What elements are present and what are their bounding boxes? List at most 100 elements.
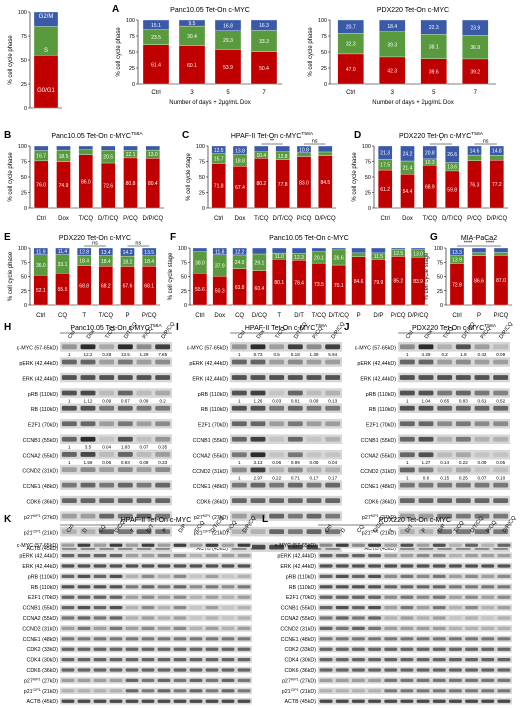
blot-band: [77, 678, 91, 683]
blot-row-label: CCNB1 (55kD): [361, 438, 397, 444]
blot-band: [497, 574, 511, 579]
data-label: 71.8: [214, 184, 224, 190]
blot-strip: [318, 604, 512, 611]
blot-band: [155, 359, 171, 365]
blot-band: [325, 482, 341, 488]
quant-value: 0.35: [158, 445, 167, 450]
bar-segment-g2m: [142, 247, 157, 256]
lane-label: D: [82, 527, 89, 534]
blot-band: [368, 543, 382, 547]
blot-band: [61, 699, 75, 703]
blot-band: [368, 574, 382, 579]
blot-band: [269, 421, 285, 427]
blot-row-label: p21CIP1 (21kD): [362, 530, 396, 537]
blot-band: [157, 606, 171, 610]
blot-band: [117, 498, 133, 504]
y-axis-label: % cell cycle phase: [308, 27, 314, 77]
blot-band: [306, 498, 322, 504]
blot-band: [141, 616, 155, 620]
data-label: 67.6: [123, 284, 133, 290]
blot-band: [455, 344, 471, 350]
data-label: 23.9: [470, 26, 480, 32]
y-tick-label: 100: [18, 10, 27, 16]
blot-row-label: CCNB1 (55kD): [193, 438, 229, 444]
blot-band: [173, 543, 187, 547]
blot-band: [189, 689, 203, 693]
data-label: 18.4: [387, 24, 397, 30]
data-label: 77.2: [492, 182, 502, 188]
blot-row-label: pERK (42,44kD): [357, 361, 396, 367]
y-tick-label: 0: [132, 82, 135, 88]
blot-band: [231, 344, 247, 350]
blot-band: [141, 647, 155, 651]
blot-band: [231, 482, 247, 488]
blot-band: [497, 554, 511, 558]
blot-band: [493, 452, 509, 458]
blot-strip: [60, 635, 252, 643]
blot-band: [455, 359, 471, 365]
blot-band: [287, 405, 303, 411]
data-label: 61.2: [380, 187, 390, 193]
blot-row-label: CCND2 (31kD): [192, 469, 228, 475]
blot-band: [474, 482, 490, 488]
bar-segment-g0g1: [33, 55, 59, 109]
stacked-bar-chart-D: D PDX220 Tet-On c-MYCT58A 100 75 50 25 0 % cell…: [352, 130, 508, 222]
data-label: 87.0: [496, 278, 506, 284]
blot-band: [437, 405, 453, 411]
blot-band: [416, 585, 430, 589]
data-label: 61.4: [151, 62, 161, 68]
blot-band: [416, 668, 430, 672]
blot-strip: [318, 542, 512, 549]
x-tick-label: 5: [226, 90, 230, 96]
data-label: 76.3: [470, 182, 480, 188]
x-tick-label: P: [477, 313, 481, 319]
blot-band: [125, 678, 139, 683]
blot-band: [99, 421, 115, 427]
blot-band: [474, 375, 490, 380]
blot-band: [173, 616, 187, 620]
blot-band: [481, 543, 495, 547]
y-tick-label: 25: [437, 289, 443, 295]
y-tick-label: 75: [129, 34, 135, 40]
lane-label: Ctrl: [324, 524, 334, 534]
blot-band: [136, 390, 152, 396]
quant-value: 0.09: [478, 460, 487, 465]
blot-strip: [60, 646, 252, 653]
blot-band: [497, 689, 511, 693]
blot-band: [269, 544, 285, 550]
blot-band: [306, 513, 322, 519]
blot-band: [437, 344, 453, 350]
y-tick-label: 75: [365, 160, 371, 166]
blot-band: [448, 574, 462, 579]
blot-band: [448, 585, 462, 589]
y-tick-label: 100: [18, 246, 27, 252]
blot-band: [448, 606, 462, 610]
blot-band: [136, 359, 152, 365]
blot-strip: [230, 372, 342, 383]
blot-band: [250, 513, 266, 519]
blot-band: [157, 678, 171, 683]
blot-band: [173, 699, 187, 703]
y-tick-label: 100: [434, 246, 443, 252]
blot-strip: [398, 372, 510, 383]
blot-band: [221, 699, 235, 703]
blot-strip: [60, 357, 172, 367]
blot-band: [141, 564, 155, 568]
panel-letter: H: [4, 322, 11, 333]
blot-row-label: CCNE1 (48kD): [281, 637, 317, 643]
lane-label: Dox: [256, 328, 267, 340]
blot-band: [136, 436, 152, 442]
blot-strip: [318, 666, 512, 674]
blot-band: [231, 452, 247, 458]
quant-value: 0.17: [310, 475, 319, 480]
blot-band: [141, 595, 155, 599]
blot-band: [155, 482, 171, 488]
data-label: 18.4: [79, 259, 89, 265]
data-label: 12.8: [79, 250, 89, 256]
y-tick-label: 25: [199, 191, 205, 197]
blot-band: [432, 678, 446, 683]
blot-band: [465, 637, 479, 641]
blot-band: [432, 543, 446, 547]
x-tick-label: T/CQ: [79, 216, 94, 222]
blot-band: [205, 658, 219, 662]
